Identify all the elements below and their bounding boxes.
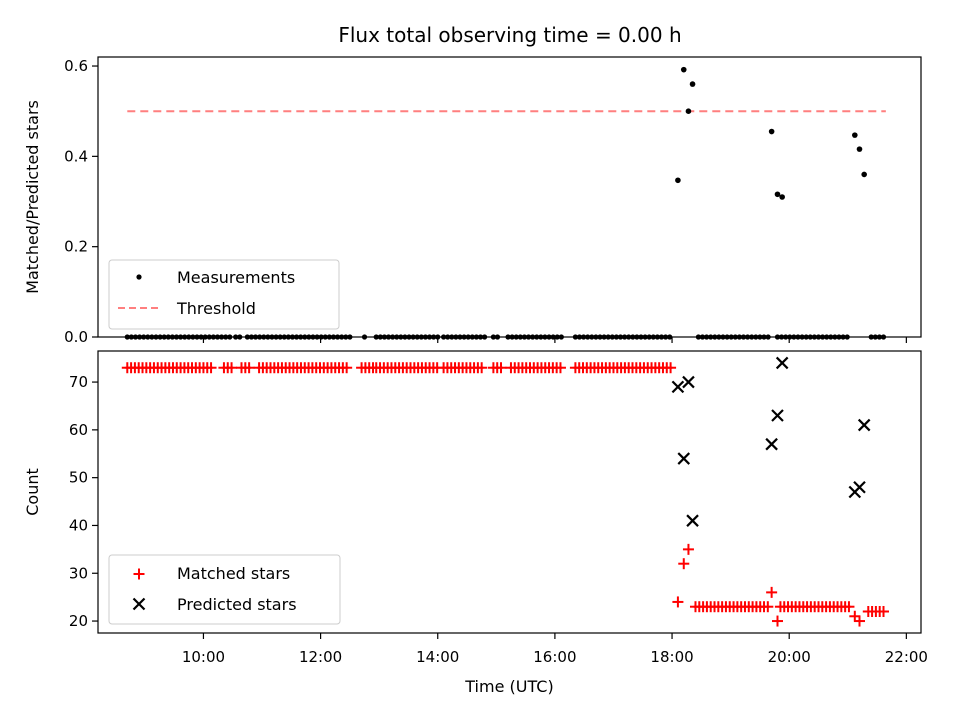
legend-x-glyph	[132, 597, 146, 611]
measurement-point	[856, 146, 863, 152]
measurement-point	[779, 194, 785, 200]
ratio-y-axis-label: Matched/Predicted stars	[23, 100, 42, 294]
matched-star-point	[682, 543, 694, 555]
count-plot-frame	[97, 350, 922, 634]
legend-x-glyph-b	[132, 597, 146, 611]
measurement-point	[861, 171, 867, 178]
count-legend-box	[108, 554, 341, 625]
predicted-star-point	[857, 418, 871, 432]
measurement-point	[852, 132, 858, 138]
matched-star-point	[476, 362, 488, 374]
y-tick-label: 0.4	[64, 147, 88, 165]
matched-star-point	[762, 601, 774, 613]
predicted-star-point	[686, 514, 699, 527]
matched-star-point	[672, 596, 684, 608]
legend-measurements-label: Measurements	[177, 268, 295, 287]
predicted-star-point-b	[775, 356, 789, 370]
matched-star-point	[766, 586, 778, 598]
matched-star-point	[853, 615, 865, 627]
measurement-point	[675, 177, 681, 184]
y-tick-label: 20	[69, 612, 88, 630]
matched-star-point	[849, 610, 861, 622]
count-axes: 20 30 40 50 60 70 10:00 12:00 14:00 16:00 18:00 20:…	[69, 373, 928, 666]
ratio-axes: 0.0 0.2 0.4 0.6	[64, 57, 907, 346]
predicted-star-point-b	[853, 480, 866, 494]
matched-star-point	[771, 615, 783, 627]
y-tick-label: 40	[69, 516, 88, 534]
matched-star-point	[878, 605, 890, 617]
predicted-star-point-b	[771, 409, 784, 422]
measurement-point	[768, 128, 775, 135]
predicted-star-point	[775, 356, 789, 370]
y-tick-label: 60	[69, 421, 88, 439]
legend-matched-marker	[133, 568, 145, 580]
x-tick-label: 16:00	[533, 648, 576, 666]
legend-measurements-marker	[136, 274, 142, 280]
predicted-star-point	[771, 409, 784, 422]
x-tick-label: 20:00	[768, 648, 811, 666]
measurement-point	[680, 66, 687, 73]
matched-star-point	[843, 601, 855, 613]
predicted-star-point	[677, 452, 691, 465]
y-tick-label: 0.6	[64, 57, 88, 75]
predicted-star-point	[671, 380, 685, 394]
ratio-legend: Measurements Threshold	[108, 259, 340, 330]
matched-star-point	[243, 362, 255, 374]
predicted-star-point	[765, 437, 778, 451]
predicted-star-point-b	[671, 380, 685, 394]
ratio-plot-frame	[97, 56, 922, 338]
predicted-star-point-b	[677, 452, 691, 465]
count-marks	[121, 356, 890, 627]
x-axis-label: Time (UTC)	[464, 677, 553, 696]
ratio-legend-box	[108, 259, 340, 330]
matched-star-point	[678, 558, 690, 570]
ratio-marks	[124, 66, 887, 340]
predicted-star-point-b	[682, 375, 695, 389]
x-tick-label: 18:00	[650, 648, 693, 666]
count-legend: Matched stars Predicted stars	[108, 554, 341, 625]
matched-star-point	[205, 362, 217, 374]
predicted-star-point	[682, 375, 695, 389]
legend-plus-glyph	[133, 568, 145, 580]
predicted-star-point	[853, 480, 866, 494]
legend-matched-label: Matched stars	[177, 564, 290, 583]
y-tick-label: 30	[69, 564, 88, 582]
predicted-star-point-b	[765, 437, 778, 451]
y-tick-label: 50	[69, 469, 88, 487]
measurement-point	[685, 108, 692, 114]
matched-star-point	[226, 362, 238, 374]
y-tick-label: 0.0	[64, 328, 88, 346]
x-tick-label: 10:00	[182, 648, 225, 666]
y-tick-label: 0.2	[64, 238, 88, 256]
x-tick-label: 22:00	[885, 648, 928, 666]
matched-star-point	[554, 362, 566, 374]
legend-threshold-label: Threshold	[176, 299, 256, 318]
legend-predicted-label: Predicted stars	[177, 595, 297, 614]
matched-star-point	[495, 362, 507, 374]
measurement-point	[774, 191, 781, 198]
ratio-panel: 0.0 0.2 0.4 0.6 Matched/Predicted stars Mea…	[23, 56, 922, 346]
measurement-point	[689, 81, 696, 87]
count-panel: 20 30 40 50 60 70 10:00 12:00 14:00 16:00 18:00 20:…	[23, 350, 928, 666]
count-y-axis-label: Count	[23, 468, 42, 516]
predicted-star-point-b	[686, 514, 699, 527]
x-tick-label: 14:00	[416, 648, 459, 666]
predicted-star-point-b	[857, 418, 871, 432]
legend-predicted-marker	[132, 597, 146, 611]
matched-star-point	[341, 362, 353, 374]
y-tick-label: 70	[69, 373, 88, 391]
x-tick-label: 12:00	[299, 648, 342, 666]
matched-star-point	[665, 362, 677, 374]
chart-title: Flux total observing time = 0.00 h	[338, 23, 681, 47]
